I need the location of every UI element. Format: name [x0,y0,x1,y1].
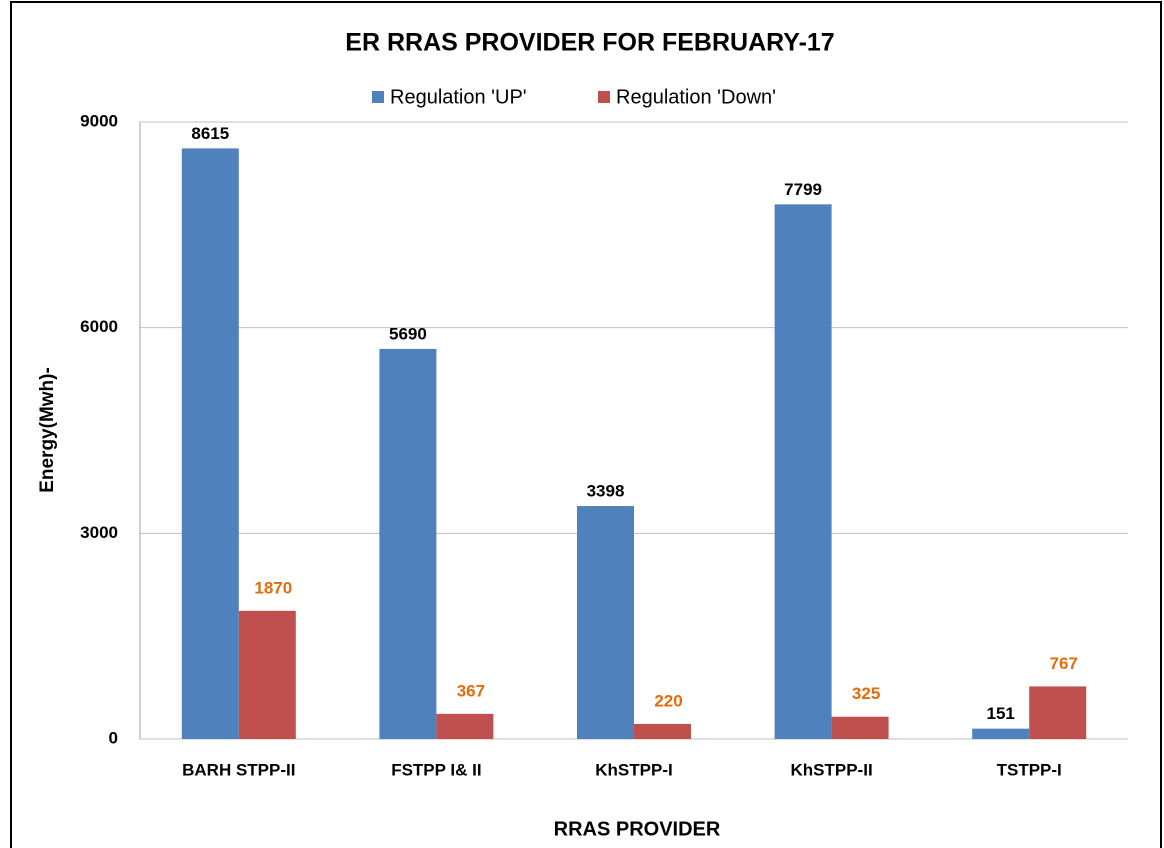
data-label: 367 [457,681,485,700]
data-label: 3398 [587,482,625,501]
y-axis-title: Energy(Mwh)- [37,367,58,493]
x-tick-label: BARH STPP-II [182,760,295,779]
x-tick-label: TSTPP-I [997,760,1062,779]
x-tick-label: FSTPP I& II [391,760,481,779]
bar [181,148,239,739]
bar [634,723,691,739]
bar [238,610,296,739]
data-label: 7799 [784,180,822,199]
legend-swatch [372,91,384,103]
data-label: 767 [1050,654,1078,673]
x-tick-label: KhSTPP-II [791,760,873,779]
data-label: 1870 [254,578,292,597]
bar [436,713,494,739]
bar [379,348,437,739]
data-label: 151 [987,704,1015,723]
data-label: 220 [654,691,682,710]
data-label: 8615 [191,124,229,143]
y-tick-label: 9000 [80,111,118,130]
y-tick-label: 0 [109,728,118,747]
data-label: 325 [852,684,880,703]
y-tick-label: 6000 [80,317,118,336]
legend-swatch [598,91,610,103]
bar [577,506,634,739]
data-label: 5690 [389,324,427,343]
chart-title: ER RRAS PROVIDER FOR FEBRUARY-17 [345,29,834,57]
x-tick-label: KhSTPP-I [595,760,672,779]
bar [774,204,832,740]
bar [831,716,889,739]
x-axis-title: RRAS PROVIDER [554,818,721,840]
bar [972,728,1030,739]
y-tick-label: 3000 [80,523,118,542]
legend-label: Regulation 'UP' [390,86,527,108]
legend-label: Regulation 'Down' [616,86,776,108]
bar [1029,686,1087,739]
